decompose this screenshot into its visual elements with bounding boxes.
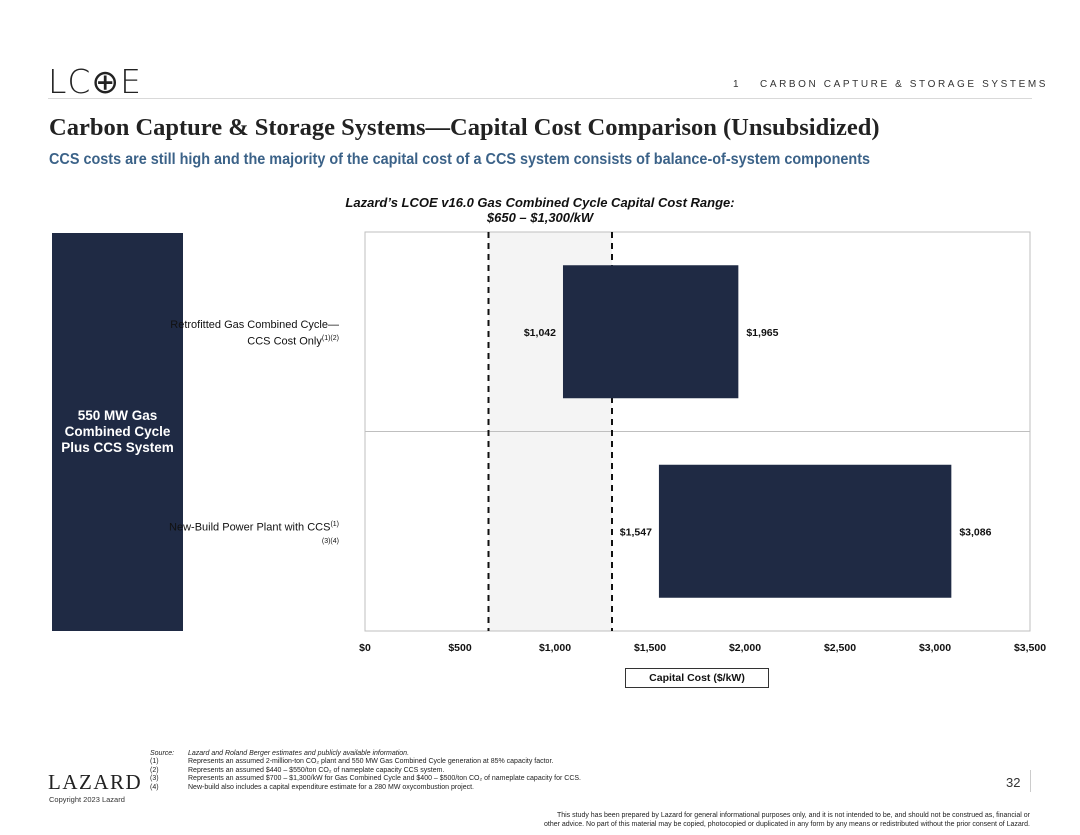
x-tick-label: $1,500 — [634, 642, 666, 654]
capital-cost-chart: $1,042 $1,965 $1,547 $3,086 $0 $500 $1,000 $1,5… — [359, 231, 1046, 654]
system-label: 550 MW Gas Combined Cycle Plus CCS Syste… — [61, 408, 174, 455]
footnote-text: Lazard and Roland Berger estimates and p… — [188, 750, 410, 757]
footnote-text: New-build also includes a capital expend… — [188, 783, 474, 791]
footnote-row: (1) Represents an assumed 2-million-ton C… — [150, 758, 581, 766]
x-tick-label: $0 — [359, 642, 371, 654]
category-label-newbuild-sup: (1)(3)(4) — [321, 521, 339, 545]
cost-range-bar — [658, 464, 952, 598]
footnote-key: (2) — [150, 766, 159, 774]
x-tick-label: $3,500 — [1014, 642, 1046, 654]
footnote-row: Source: Lazard and Roland Berger estimate… — [150, 750, 581, 758]
range-title-line1: Lazard’s LCOE v16.0 Gas Combined Cycle C… — [345, 195, 735, 210]
footnote-row: (3) Represents an assumed $700 – $1,300/k… — [150, 775, 581, 783]
category-label-retrofit: Retrofitted Gas Combined Cycle—CCS Cost … — [169, 318, 339, 349]
x-tick-label: $2,000 — [729, 642, 761, 654]
disclaimer: This study has been prepared by Lazard f… — [430, 811, 1030, 829]
section-title: CARBON CAPTURE & STORAGE SYSTEMS — [760, 79, 1049, 90]
bar-low-label: $1,042 — [524, 327, 556, 339]
lcoe-logo: LC⊕E — [48, 62, 142, 101]
disclaimer-line2: other advice. No part of this material m… — [544, 821, 1030, 828]
footnote-key: (1) — [150, 758, 159, 766]
lazard-logo: LAZARD — [48, 770, 143, 794]
category-label-newbuild: New-Build Power Plant with CCS(1)(3)(4) — [169, 518, 339, 551]
x-tick-label: $2,500 — [824, 642, 856, 654]
disclaimer-line1: This study has been prepared by Lazard f… — [556, 812, 1030, 819]
footnote-text: Represents an assumed $440 – $550/ton CO… — [188, 766, 445, 774]
system-label-box: 550 MW Gas Combined Cycle Plus CCS Syste… — [52, 233, 183, 631]
x-tick-label: $3,000 — [919, 642, 951, 654]
x-axis-label: Capital Cost ($/kW) — [625, 668, 769, 688]
cost-range-bar — [562, 265, 739, 399]
footnote-row: (4) New-build also includes a capital exp… — [150, 784, 581, 792]
page-number-divider — [1030, 770, 1031, 792]
range-title-line2: $650 – $1,300/kW — [486, 210, 594, 225]
page-title: Carbon Capture & Storage Systems—Capital… — [49, 114, 880, 141]
footnote-row: (2) Represents an assumed $440 – $550/ton… — [150, 767, 581, 775]
footnote-text: Represents an assumed 2-million-ton CO₂ … — [188, 758, 554, 766]
page-subtitle: CCS costs are still high and the majorit… — [49, 151, 871, 168]
header-divider — [48, 98, 1032, 99]
copyright: Copyright 2023 Lazard — [49, 795, 125, 804]
range-title: Lazard’s LCOE v16.0 Gas Combined Cycle C… — [300, 195, 780, 225]
footnote-key: Source: — [150, 750, 175, 757]
footnotes: Source: Lazard and Roland Berger estimate… — [150, 750, 581, 792]
footnote-key: (3) — [150, 775, 159, 783]
bar-high-label: $1,965 — [746, 327, 778, 339]
footnote-key: (4) — [150, 783, 159, 791]
page-number: 32 — [1006, 775, 1021, 790]
category-label-retrofit-text: Retrofitted Gas Combined Cycle—CCS Cost … — [170, 319, 339, 348]
x-tick-label: $500 — [448, 642, 472, 654]
x-tick-label: $1,000 — [539, 642, 571, 654]
footnote-text: Represents an assumed $700 – $1,300/kW f… — [188, 775, 581, 783]
category-label-newbuild-text: New-Build Power Plant with CCS — [169, 521, 331, 534]
category-label-retrofit-sup: (1)(2) — [321, 335, 339, 342]
bar-high-label: $3,086 — [959, 526, 991, 538]
bar-low-label: $1,547 — [620, 526, 652, 538]
section-number: 1 — [733, 79, 742, 90]
